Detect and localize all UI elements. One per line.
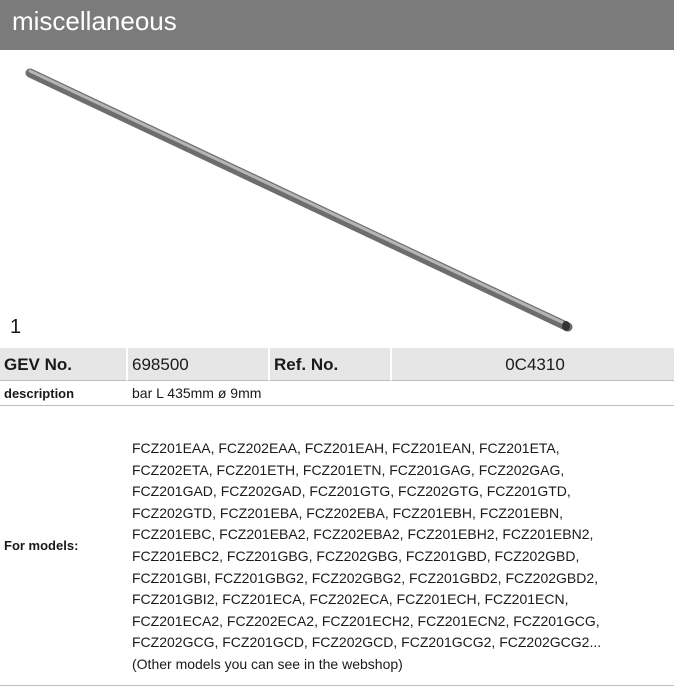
model-line: FCZ201EAA, FCZ202EAA, FCZ201EAH, FCZ201E…: [132, 440, 560, 456]
header-bar: miscellaneous: [0, 0, 674, 50]
model-line: FCZ201EBC, FCZ201EBA2, FCZ202EBA2, FCZ20…: [132, 526, 594, 543]
model-line: FCZ201GBI, FCZ201GBG2, FCZ202GBG2, FCZ20…: [132, 569, 599, 586]
label-cell: description: [0, 381, 128, 406]
model-line: FCZ201GAD, FCZ202GAD, FCZ201GTG, FCZ202G…: [132, 483, 571, 500]
header-title: miscellaneous: [12, 6, 177, 36]
label-cell: GEV No.: [0, 348, 128, 381]
product-image: [25, 68, 573, 332]
model-line: FCZ202GTD, FCZ201EBA, FCZ202EBA, FCZ201E…: [132, 504, 564, 521]
model-line: FCZ202ETA, FCZ201ETH, FCZ201ETN, FCZ201G…: [132, 461, 565, 478]
value-cell: 0C4310: [392, 348, 674, 381]
model-line: FCZ201ECA2, FCZ202ECA2, FCZ201ECH2, FCZ2…: [132, 612, 600, 629]
models-cell: FCZ201EAA, FCZ202EAA, FCZ201EAH, FCZ201E…: [128, 406, 674, 686]
model-line: FCZ201GBI2, FCZ201ECA, FCZ202ECA, FCZ201…: [132, 591, 569, 608]
model-line: FCZ201EBC2, FCZ201GBG, FCZ202GBG, FCZ201…: [132, 547, 580, 564]
label-cell: For models:: [0, 406, 128, 686]
model-line: (Other models you can see in the webshop…: [132, 655, 403, 672]
label-cell: Ref. No.: [270, 348, 392, 381]
value-cell: bar L 435mm ø 9mm: [128, 381, 674, 406]
value-cell: 698500: [128, 348, 270, 381]
model-line: FCZ202GCG, FCZ201GCD, FCZ202GCD, FCZ201G…: [132, 634, 602, 651]
figure-label: 1: [10, 316, 22, 338]
